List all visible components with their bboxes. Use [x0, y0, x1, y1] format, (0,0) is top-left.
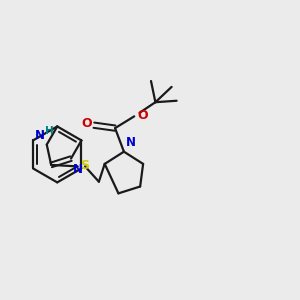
Text: N: N: [34, 129, 44, 142]
Text: N: N: [125, 136, 135, 149]
Text: H: H: [45, 126, 54, 136]
Text: S: S: [80, 159, 89, 172]
Text: O: O: [137, 109, 148, 122]
Text: N: N: [73, 163, 83, 176]
Text: O: O: [81, 117, 92, 130]
